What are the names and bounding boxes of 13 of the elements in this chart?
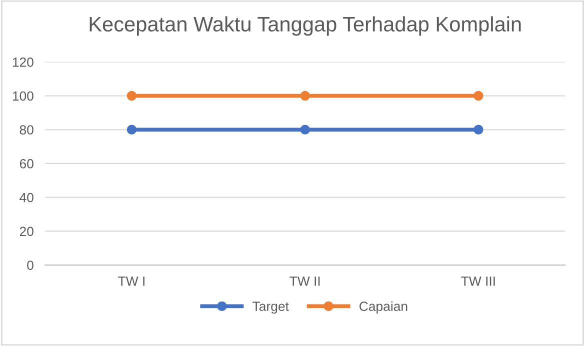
y-tick-label: 80 — [20, 125, 34, 135]
y-tick-label: 20 — [20, 226, 34, 236]
y-tick-label: 40 — [20, 192, 34, 202]
x-tick-label: TW I — [118, 276, 144, 286]
y-tick-label: 0 — [27, 260, 34, 270]
x-tick-label: TW II — [290, 276, 320, 286]
legend-label: Target — [252, 302, 289, 314]
y-tick-label: 100 — [12, 91, 34, 101]
x-tick-label: TW III — [461, 276, 495, 286]
chart-title: Kecepatan Waktu Tanggap Terhadap Komplain — [90, 16, 521, 36]
y-tick-label: 60 — [20, 159, 34, 168]
y-tick-label: 120 — [12, 58, 34, 67]
legend-label: Capaian — [360, 301, 408, 314]
